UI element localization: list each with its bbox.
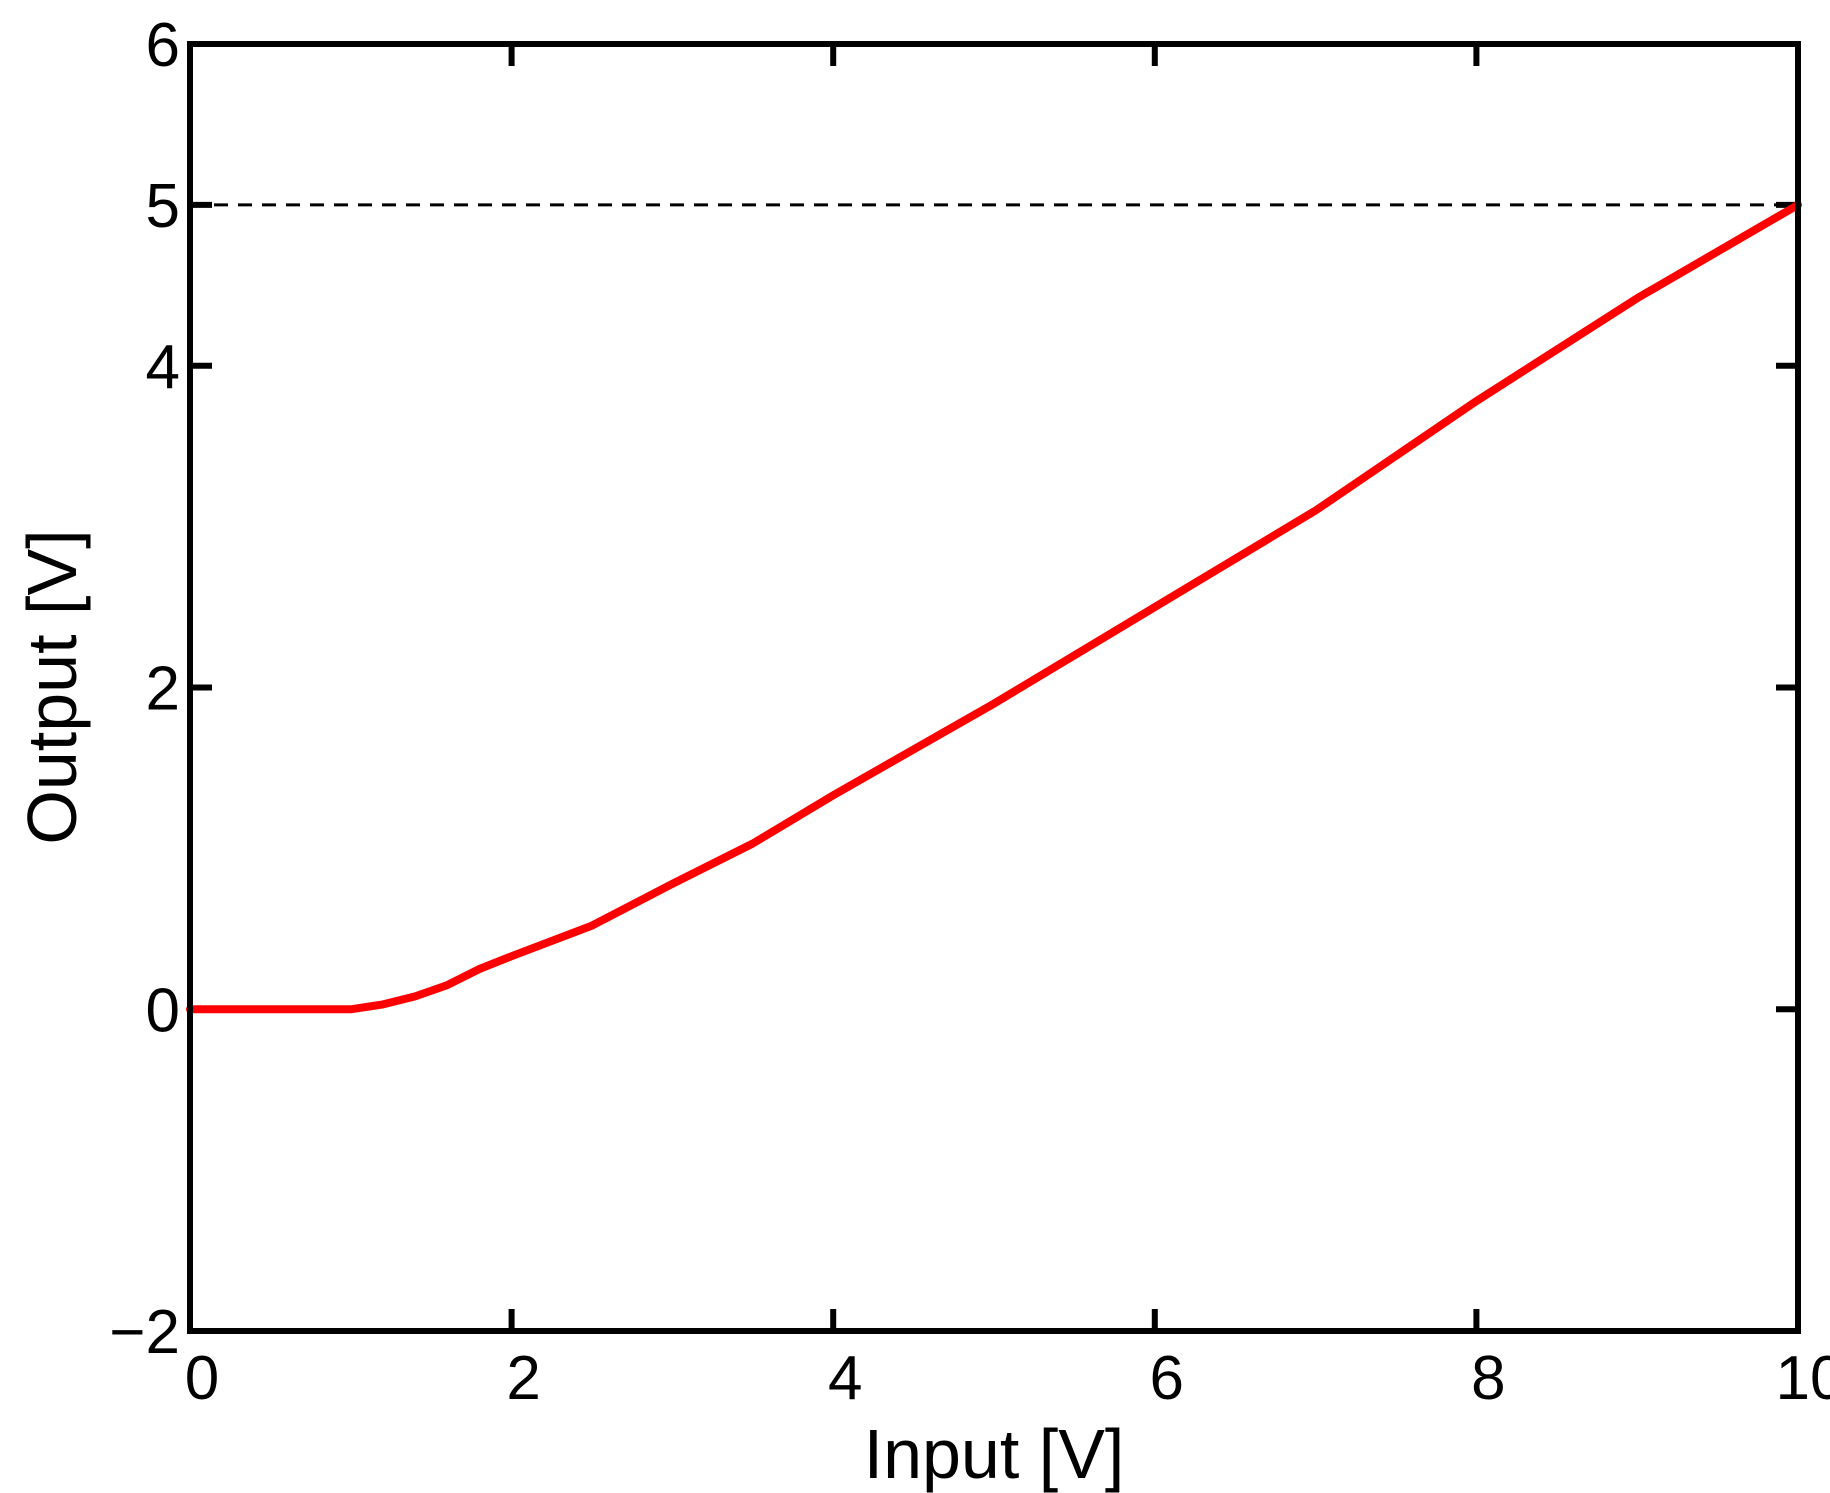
series-lines [186, 200, 1802, 1014]
x-axis-label: Input [V] [864, 1415, 1125, 1493]
y-tick-label: 4 [146, 333, 180, 402]
x-tick-label: 2 [506, 1344, 540, 1413]
x-tick-label: 10 [1776, 1344, 1830, 1413]
y-tick-label: −2 [109, 1298, 180, 1367]
x-tick-label: 4 [828, 1344, 862, 1413]
series-line [186, 200, 1802, 1014]
x-tick-label: 8 [1471, 1344, 1505, 1413]
x-tick-label: 0 [185, 1344, 219, 1413]
x-tick-label: 6 [1150, 1344, 1184, 1413]
tick-marks [187, 41, 1801, 1334]
y-tick-label: 6 [146, 11, 180, 80]
plot-frame [187, 41, 1801, 1334]
y-tick-label: 2 [146, 655, 180, 724]
y-tick-label: 0 [146, 976, 180, 1045]
y-tick-label: 5 [146, 172, 180, 241]
y-axis-label: Output [V] [13, 529, 91, 844]
